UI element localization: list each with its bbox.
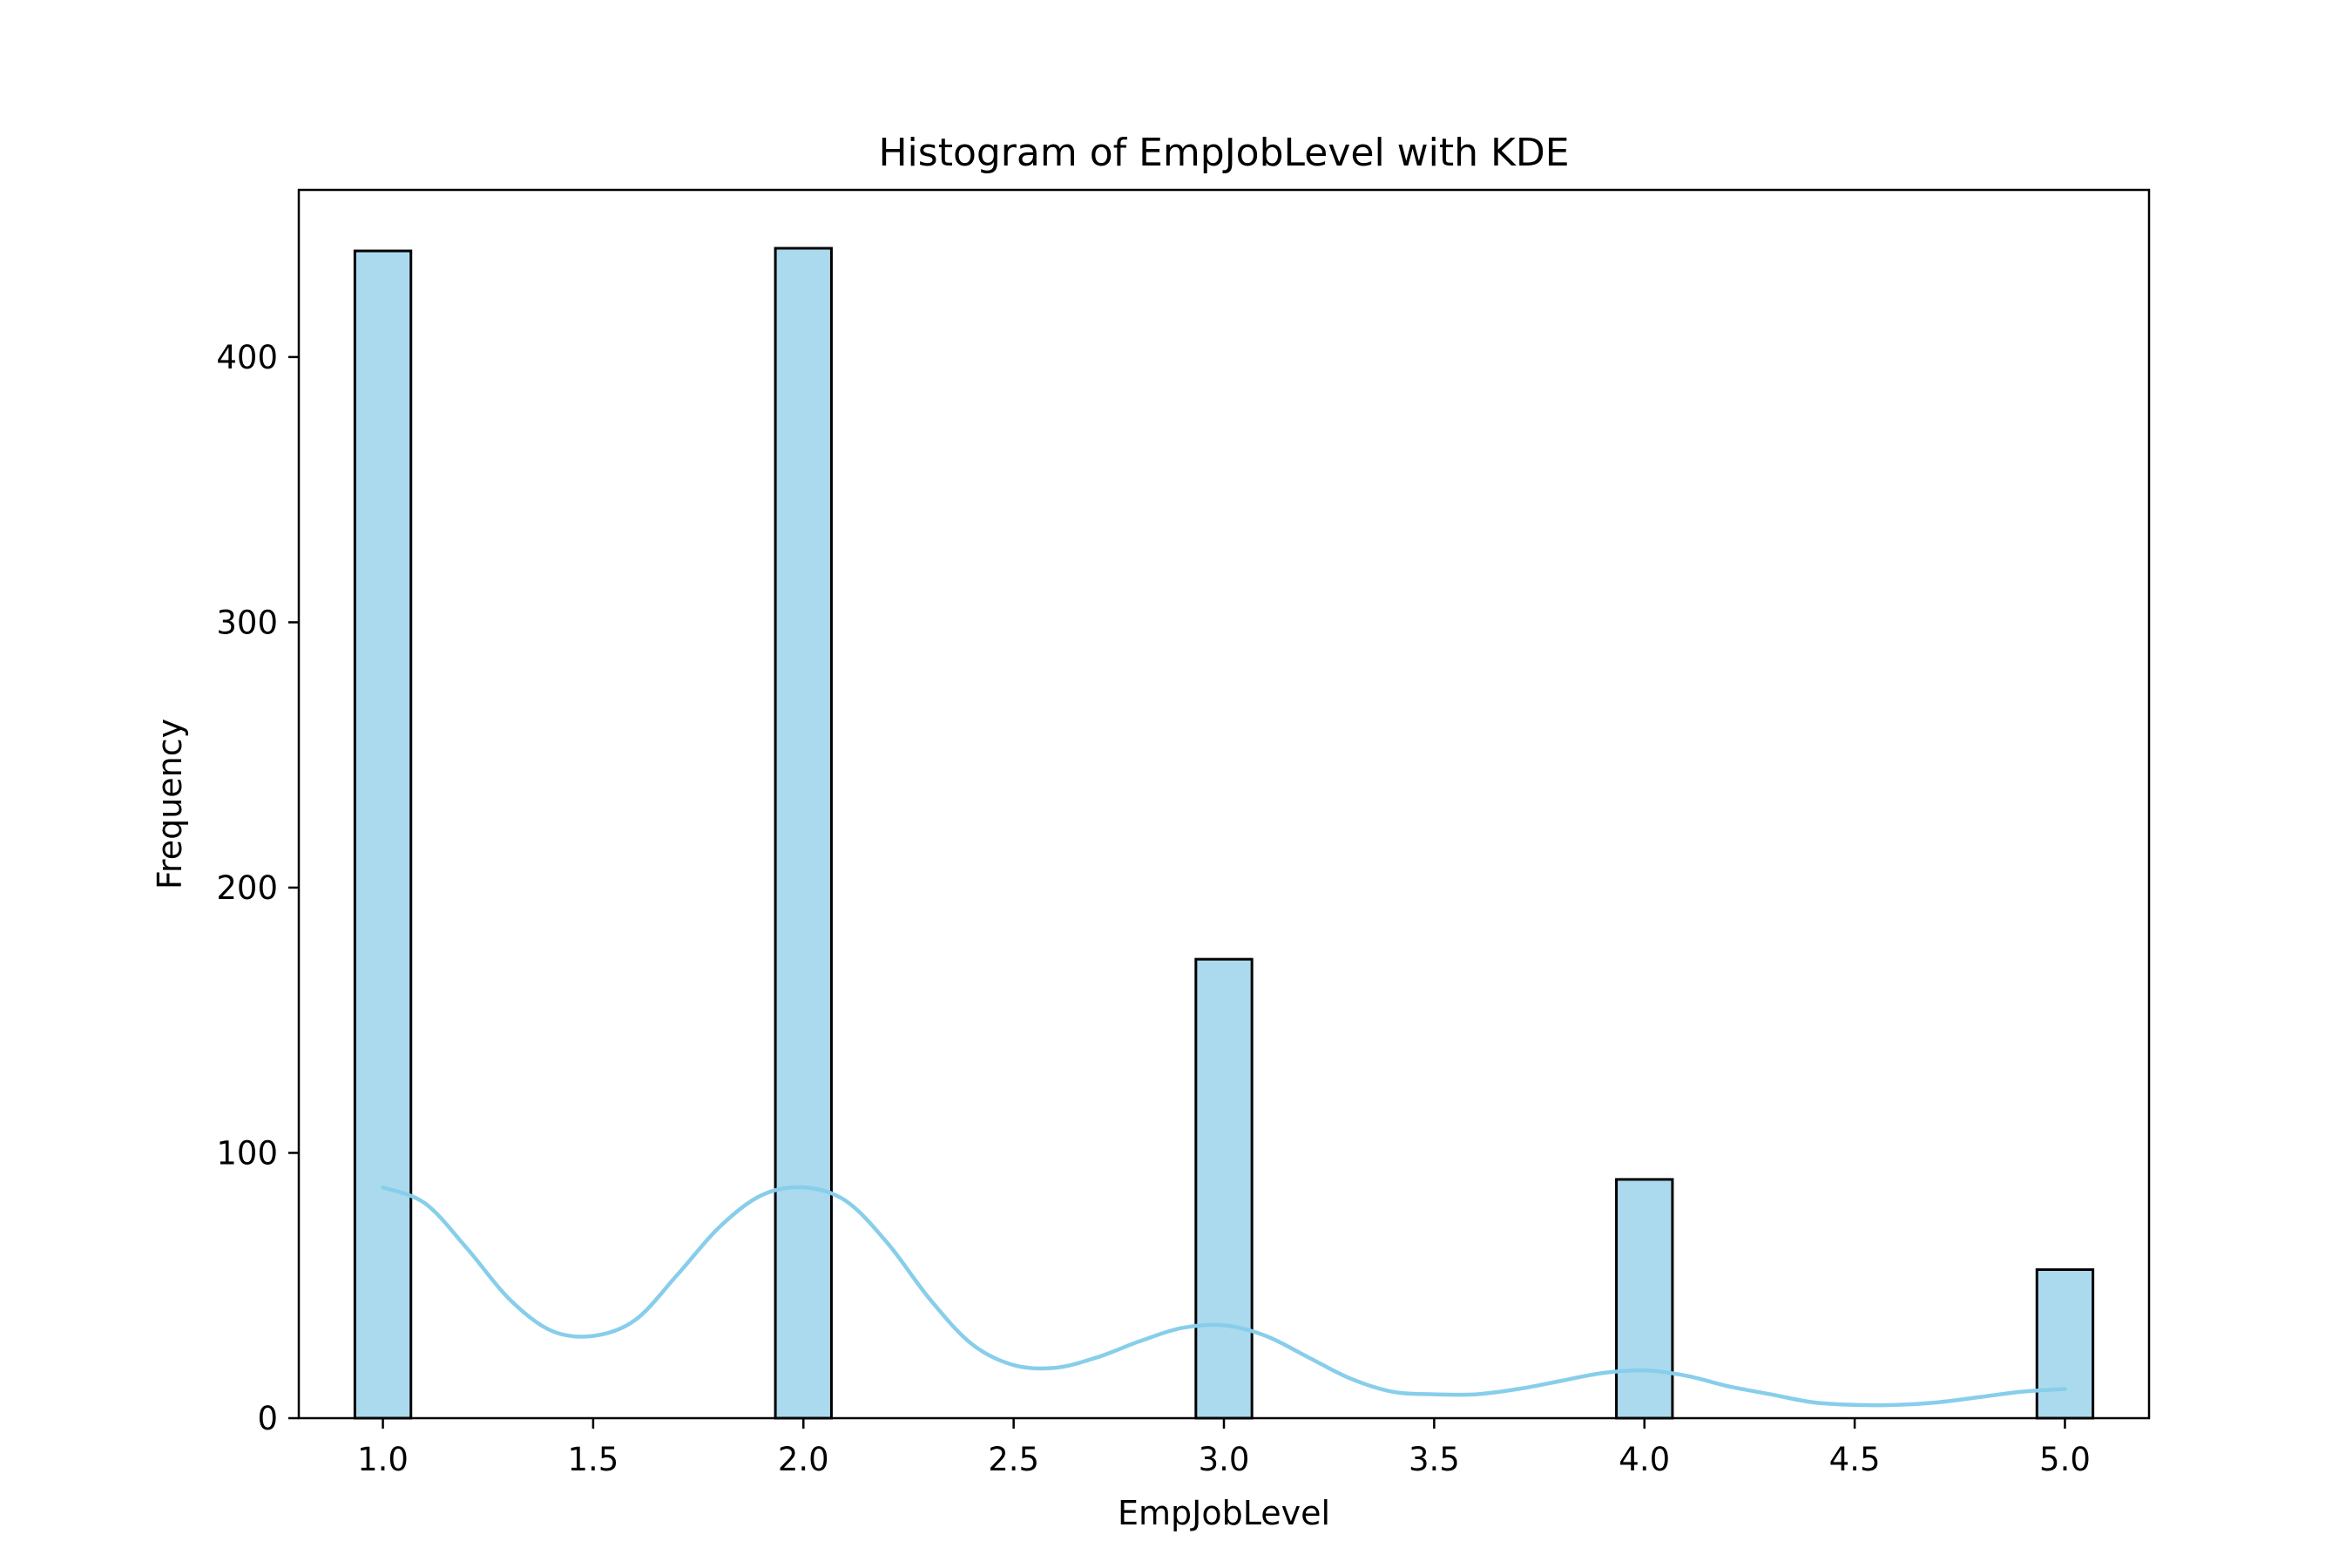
x-tick-label: 5.0	[2039, 1441, 2091, 1478]
bars-layer	[353, 247, 2095, 1420]
x-tick-label: 4.0	[1619, 1441, 1670, 1478]
x-tick-label: 3.5	[1409, 1441, 1460, 1478]
y-axis: 0 100 200 300 400	[216, 339, 299, 1437]
x-tick-label: 2.0	[778, 1441, 829, 1478]
x-tick-label: 4.5	[1829, 1441, 1881, 1478]
x-axis: 1.0 1.5 2.0 2.5 3.0 3.5 4.0 4.5 5.0	[357, 1418, 2091, 1478]
y-tick-label: 200	[216, 869, 278, 907]
y-axis-label: Frequency	[151, 719, 189, 889]
x-tick-label: 1.0	[357, 1441, 409, 1478]
y-tick-label: 400	[216, 339, 278, 376]
bar-5	[2035, 1267, 2095, 1420]
y-tick-label: 100	[216, 1134, 278, 1172]
x-tick-label: 2.5	[988, 1441, 1039, 1478]
bar-4	[1615, 1178, 1674, 1420]
y-tick-label: 0	[257, 1400, 278, 1437]
chart-title: Histogram of EmpJobLevel with KDE	[878, 131, 1569, 175]
bar-3	[1194, 957, 1254, 1420]
x-tick-label: 1.5	[567, 1441, 618, 1478]
bar-2	[774, 247, 833, 1420]
kde-layer	[381, 1185, 2067, 1408]
y-tick-label: 300	[216, 604, 278, 641]
x-tick-label: 3.0	[1199, 1441, 1250, 1478]
kde-line	[381, 1185, 2067, 1408]
bar-1	[353, 249, 413, 1420]
x-axis-label: EmpJobLevel	[1118, 1494, 1330, 1532]
